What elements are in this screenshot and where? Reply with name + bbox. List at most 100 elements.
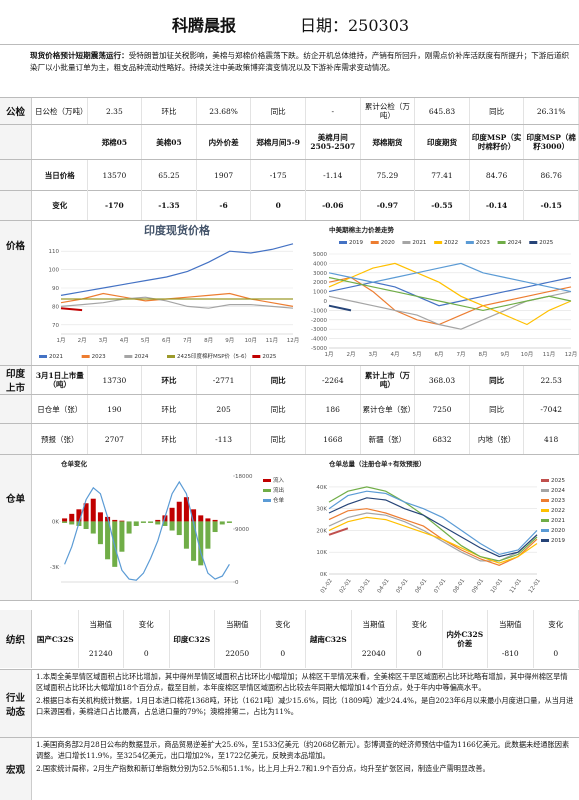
value-cell: 86.76 — [524, 160, 579, 190]
table-cell: 环比 — [142, 366, 197, 394]
y-tick-label: -5000 — [311, 346, 327, 352]
series-line — [60, 296, 294, 309]
x-tick-label: 4月 — [391, 351, 400, 358]
legend-label: 2021 — [49, 354, 63, 360]
bar — [76, 509, 82, 522]
value-cell: -1.35 — [142, 190, 197, 220]
x-tick-label: 8月 — [479, 351, 488, 358]
bar — [69, 521, 75, 525]
value-cell: 65.25 — [142, 160, 197, 190]
bar — [155, 521, 161, 525]
value-cell: 75.29 — [361, 160, 416, 190]
legend-swatch — [263, 489, 271, 492]
summary-heading: 现货价格预计短期震荡运行： — [30, 51, 129, 60]
divider — [0, 220, 579, 221]
legend-swatch — [263, 499, 271, 502]
table-cell: - — [306, 98, 361, 124]
paragraph: 1.本周全美旱情区域面积占比环比增加，其中得州旱情区域面积占比环比小幅增加；从棉… — [36, 672, 568, 692]
series-line — [328, 508, 538, 566]
x-tick-label: 9月 — [501, 351, 510, 358]
y-tick-label: 70 — [52, 323, 59, 329]
x-tick-label: 6月 — [162, 337, 171, 344]
divider — [0, 365, 579, 366]
value-cell: -175 — [251, 160, 306, 190]
table-cell: 同比 — [470, 98, 525, 124]
legend-swatch — [465, 241, 474, 244]
series-line — [328, 276, 572, 326]
chart-title: 仓单总量（注册仓单+有效预报） — [328, 459, 425, 468]
table-cell: 累计仓单（张） — [361, 395, 416, 423]
bar — [97, 512, 103, 522]
series-line — [328, 516, 538, 564]
series-line — [328, 262, 572, 293]
value-cell: 22040 — [352, 638, 397, 668]
x-tick-label: 11-01 — [509, 578, 523, 595]
x-tick-label: 12月 — [565, 351, 577, 358]
bar — [126, 521, 132, 534]
series-line — [328, 486, 538, 562]
y-tick-label: 0K — [320, 572, 327, 578]
table-cell: 预报（张） — [33, 424, 88, 454]
report-title: 科腾晨报 — [172, 16, 237, 35]
legend-label: 2025 — [262, 354, 276, 360]
table-cell: 7250 — [415, 395, 470, 423]
series-line — [64, 480, 230, 581]
x-tick-label: 4月 — [120, 337, 129, 344]
legend-label: 2024 — [551, 488, 565, 494]
divider — [0, 454, 579, 455]
value-cell: -170 — [88, 190, 143, 220]
bar — [133, 521, 139, 526]
value-cell: 21240 — [79, 638, 124, 668]
bar — [212, 521, 218, 533]
column-header: 美棉月间2505-2507 — [306, 125, 361, 159]
x-tick-label: 9月 — [225, 337, 234, 344]
series-line — [60, 292, 294, 307]
table-cell: 205 — [197, 395, 252, 423]
value-cell: -1.14 — [306, 160, 361, 190]
divider — [0, 394, 579, 395]
x-tick-label: 3月 — [369, 351, 378, 358]
x-tick-label: 7月 — [457, 351, 466, 358]
column-header: 变化 — [124, 610, 170, 638]
table-cell: 26.31% — [524, 98, 579, 124]
bar — [69, 513, 75, 522]
value-cell: 84.76 — [470, 160, 525, 190]
x-tick-label: 7月 — [183, 337, 192, 344]
y-tick-label: 20K — [316, 528, 327, 534]
bar — [169, 507, 175, 522]
legend-label: 2022 — [551, 508, 565, 514]
table-cell: 418 — [524, 424, 579, 454]
bar — [112, 519, 118, 522]
divider — [0, 97, 579, 98]
section-label: 仓单 — [0, 395, 32, 600]
x-tick-label: 12-01 — [528, 578, 542, 595]
table-cell: 22.53 — [524, 366, 579, 394]
table-cell: 同比 — [470, 366, 525, 394]
x-tick-label: 03-01 — [358, 578, 372, 595]
x-tick-label: 01-02 — [320, 578, 334, 595]
column-header: 当期值 — [352, 610, 397, 638]
bar — [205, 521, 211, 549]
legend-swatch — [370, 241, 379, 244]
legend-label: 2023 — [92, 354, 106, 360]
chart: 印度现货价格 70 80 90 100 110 1月 2月 3月 4月 5月 6月 7月 8月 9月 10月 1… — [39, 223, 299, 360]
table-cell: 日公检（万吨） — [33, 98, 88, 124]
legend-swatch — [263, 479, 271, 482]
series-line — [60, 243, 294, 296]
x-tick-label: 3月 — [99, 337, 108, 344]
x-tick-label: 5月 — [413, 351, 422, 358]
table-cell: 同比 — [251, 395, 306, 423]
table-cell: -113 — [197, 424, 252, 454]
y-tick-label: -2000 — [311, 318, 327, 324]
legend-label: 2023 — [476, 240, 490, 246]
table-cell: -2264 — [306, 366, 361, 394]
legend-label: 2019 — [349, 240, 363, 246]
value-cell: -0.55 — [415, 190, 470, 220]
summary-text: 受特朗普加征关税影响，美棉与郑棉价格震荡下跌。纺企开机总体维持，产销有所回升，刚… — [30, 51, 570, 72]
legend-swatch — [39, 355, 47, 358]
y2-tick-label: 18000 — [235, 474, 253, 480]
bar — [198, 521, 204, 566]
y-tick-label: -1000 — [311, 308, 327, 314]
section-label: 宏观 — [0, 738, 32, 800]
